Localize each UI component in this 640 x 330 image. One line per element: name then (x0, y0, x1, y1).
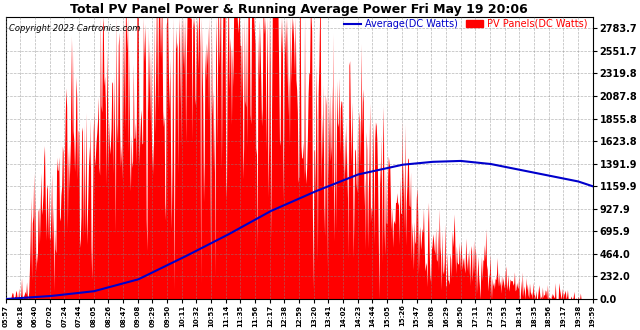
Title: Total PV Panel Power & Running Average Power Fri May 19 20:06: Total PV Panel Power & Running Average P… (70, 3, 528, 16)
Legend: Average(DC Watts), PV Panels(DC Watts): Average(DC Watts), PV Panels(DC Watts) (344, 19, 588, 29)
Text: Copyright 2023 Cartronics.com: Copyright 2023 Cartronics.com (9, 24, 140, 33)
